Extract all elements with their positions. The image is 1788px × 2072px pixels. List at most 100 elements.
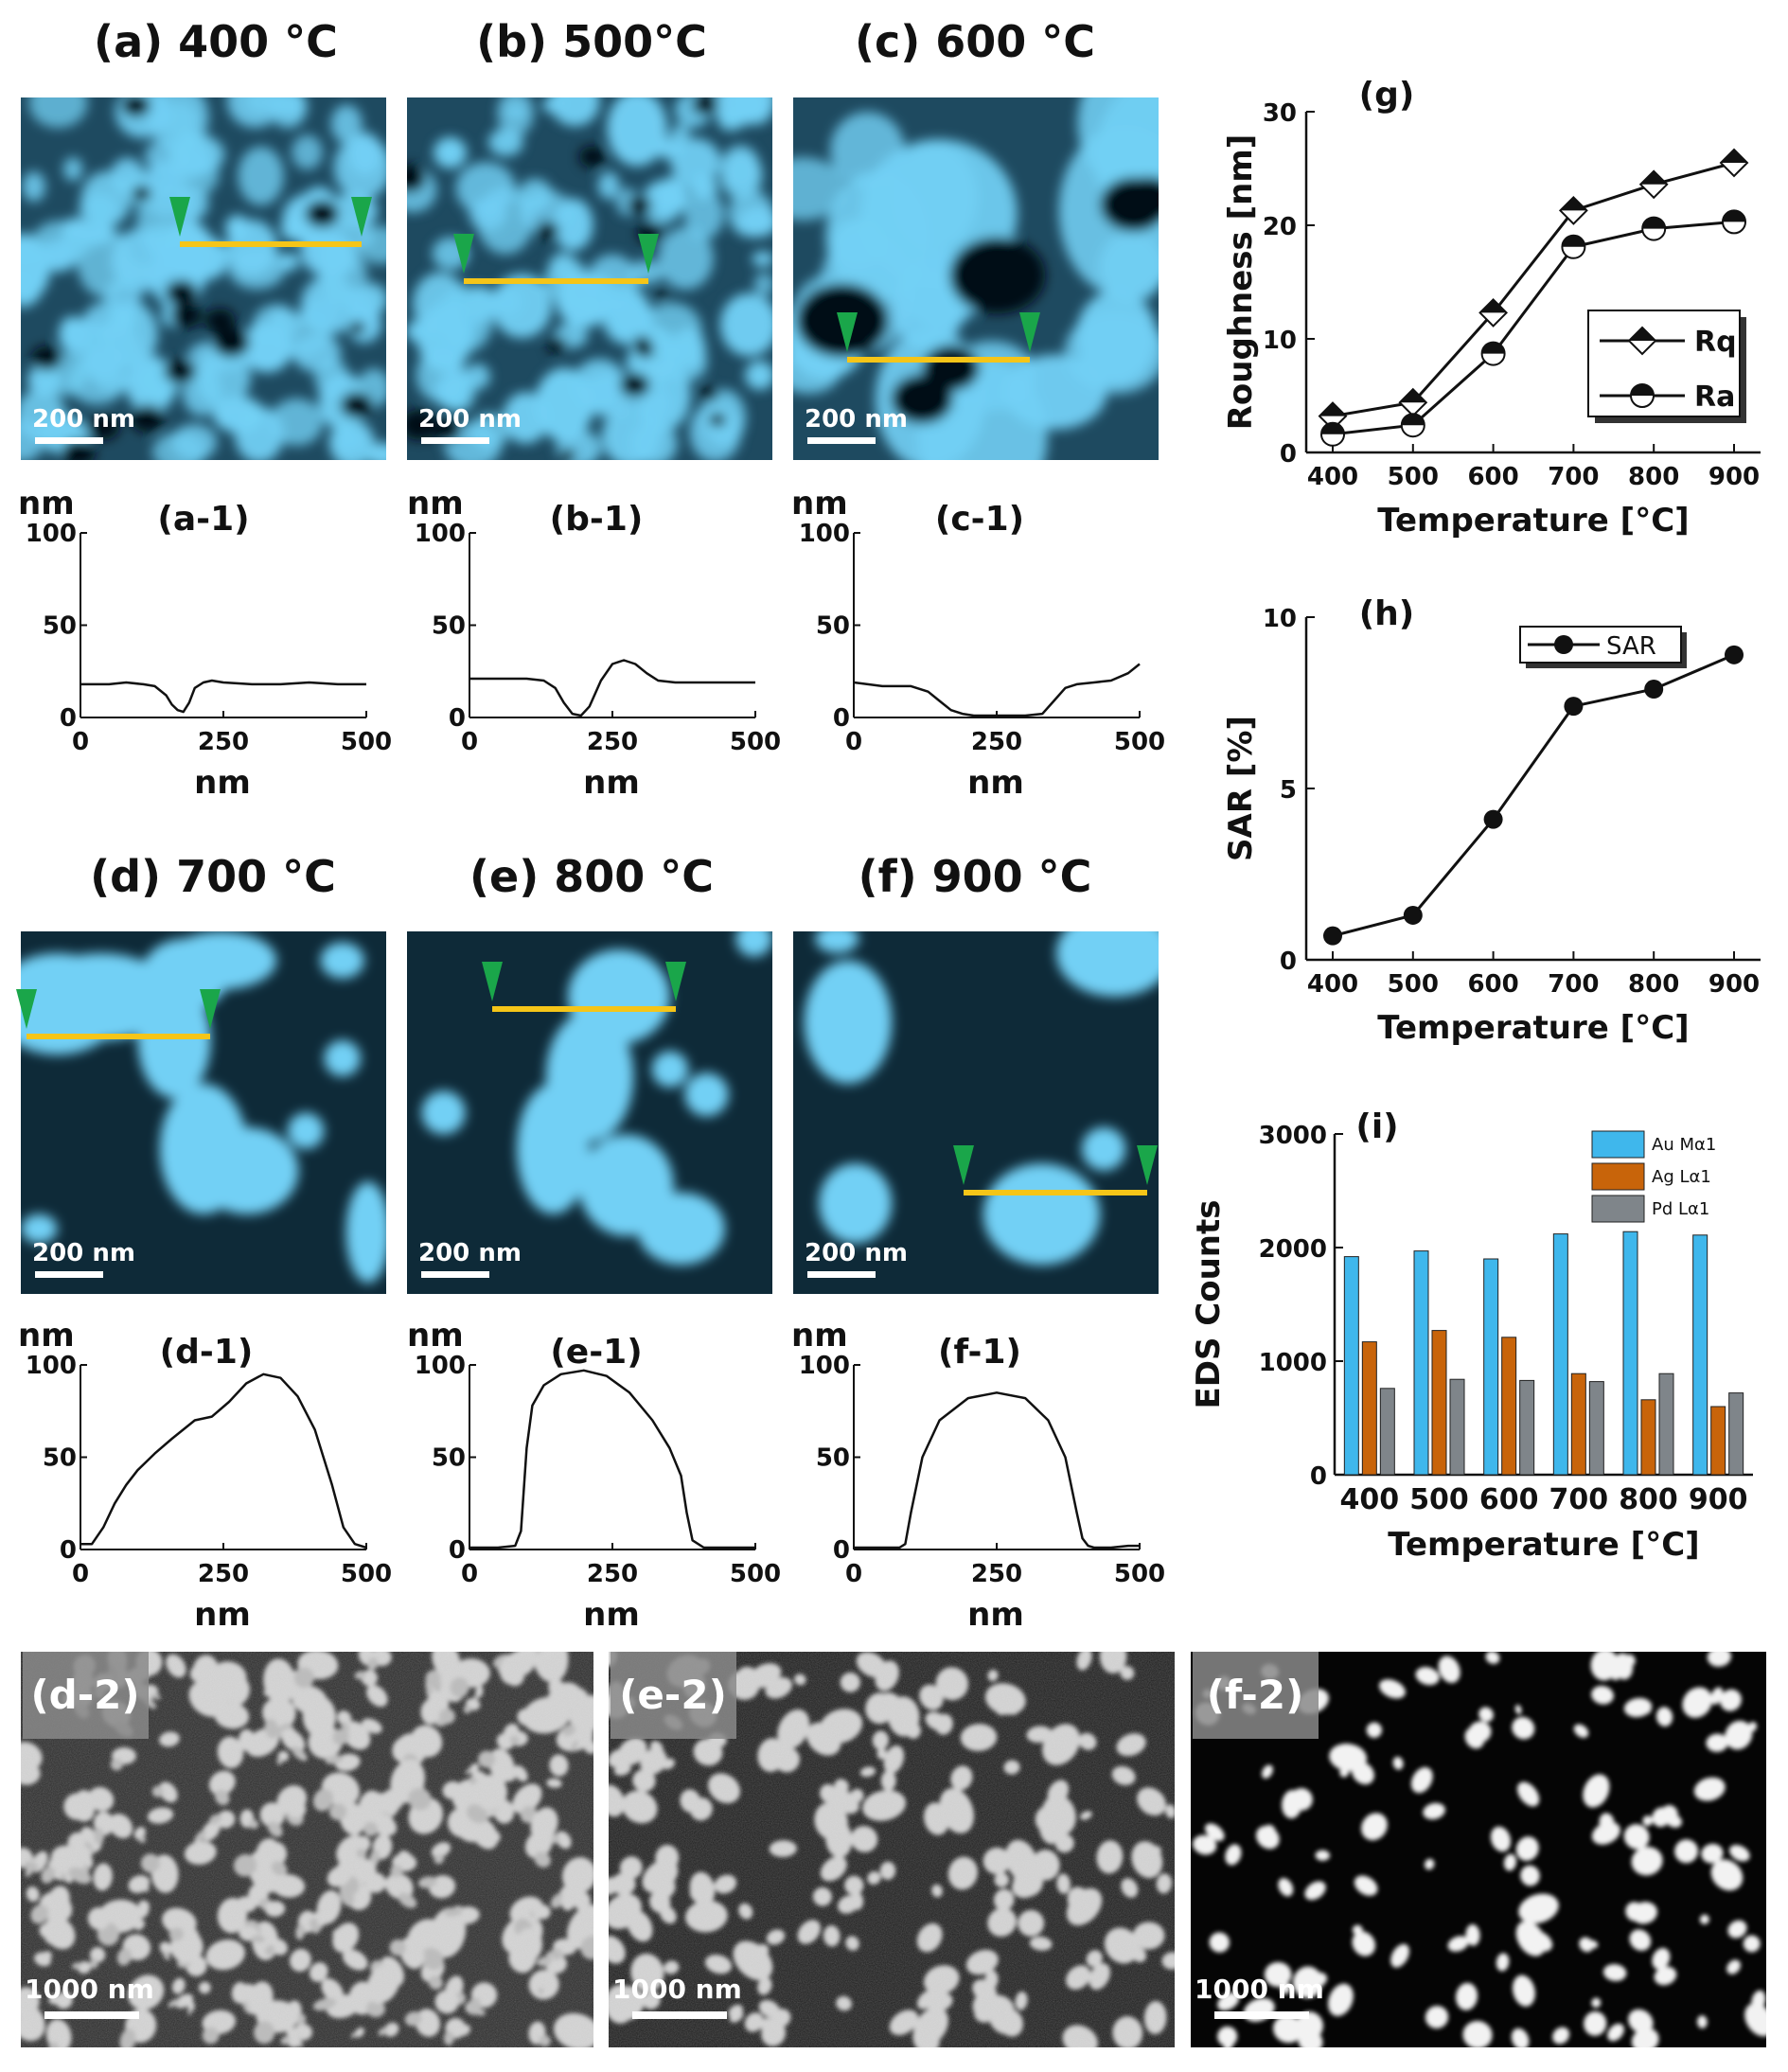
profile-line [80,1372,367,1550]
profile-x-tick-label: 0 [72,1560,89,1588]
y-tick-label: 3000 [1259,1122,1327,1150]
x-tick-label: 800 [1619,1483,1678,1516]
bar-au [1483,1258,1499,1476]
profile-label: (b-1) [550,500,644,539]
legend-label: Au Mα1 [1652,1135,1716,1155]
bar-ag [1710,1406,1726,1476]
afm-title-c: (c) 600 °C [855,16,1095,67]
data-point-sar [1483,809,1503,829]
afm-image-c: 200 nm [793,97,1159,460]
profile-label: (a-1) [157,500,249,539]
profile-marker [16,989,37,1029]
legend-swatch [1591,1162,1645,1191]
profile-label: (e-1) [550,1333,642,1372]
scale-bar-label: 200 nm [805,1239,908,1267]
profile-y-tick-label: 100 [799,520,850,548]
data-point-rq [1558,195,1588,225]
y-tick-label: 10 [1263,327,1297,355]
y-tick-label: 20 [1263,213,1297,241]
profile-marker [638,234,659,274]
profile-line [853,663,1141,717]
profile-y-unit: nm [18,1317,75,1355]
legend-box [1587,310,1741,417]
data-point-rq [1719,148,1749,178]
profile-y-tick-label: 100 [26,520,77,548]
legend-label: Rq [1694,326,1737,359]
profile-y-tick-label: 0 [60,704,77,733]
profile-y-tick-label: 50 [43,612,77,641]
bar-ag [1640,1399,1656,1476]
profile-y-unit: nm [791,1317,848,1355]
profile-y-tick-label: 50 [816,1444,850,1473]
y-tick-label: 0 [1310,1462,1327,1491]
profile-y-unit: nm [18,485,75,522]
bar-au [1622,1231,1638,1476]
afm-images: 200 nm 200 nm 200 nm 200 nm 200 nm 200 nm [16,97,1159,1294]
profile-label: (d-1) [160,1333,254,1372]
sar-chart: (h) 0 5 10 400 500 600 700 800 900 Temperature [°C… [1222,594,1761,1047]
bar-au [1413,1250,1429,1476]
afm-image-d: 200 nm [16,931,386,1294]
bar-pd [1519,1379,1535,1476]
sem-label-box [611,1652,736,1739]
profile-marker [1137,1145,1158,1185]
profile-y-tick-label: 50 [432,612,466,641]
afm-image-a: 200 nm [21,97,386,460]
legend-label: SAR [1606,632,1656,661]
data-point-ra [1722,209,1746,235]
profile-marker [351,197,372,237]
sem-images: (d-2) 1000 nm (e-2) 1000 nm (f-2) 1000 nm [21,1652,1766,2047]
profile-y-tick-label: 0 [449,704,466,733]
profile-d: nm (d-1) 0 50 100 0 250 500 nm [18,1317,392,1634]
data-point-sar [1403,905,1423,925]
legend-marker [1629,328,1655,341]
data-point-rq [1638,169,1669,200]
x-tick-label: 700 [1548,970,1599,999]
y-tick-label: 0 [1280,947,1297,976]
scale-bar [421,437,489,444]
profile-x-tick-label: 250 [971,728,1022,756]
x-tick-label: 500 [1388,970,1439,999]
series-line-rq [1332,161,1735,418]
profile-marker [837,312,858,352]
profile-line [469,659,755,717]
data-point-ra [1320,421,1345,447]
profile-y-tick-label: 0 [833,704,850,733]
bar-pd [1449,1378,1465,1476]
profile-y-tick-label: 100 [26,1352,77,1380]
profile-label: (c-1) [935,500,1024,539]
sem-label: (d-2) [30,1672,139,1718]
legend-marker [1554,635,1573,654]
y-axis-label: EDS Counts [1190,1200,1228,1409]
profile-c: nm (c-1) 0 50 100 0 250 500 nm [791,485,1165,802]
profile-marker [453,234,474,274]
profile-y-unit: nm [791,485,848,522]
profile-y-tick-label: 100 [415,1352,466,1380]
x-tick-label: 600 [1479,1483,1539,1516]
scale-bar-label: 200 nm [32,1239,135,1267]
profile-x-tick-label: 0 [461,728,478,756]
sem-scale-label: 1000 nm [25,1974,154,2005]
profile-x-unit: nm [583,1596,640,1634]
profile-y-tick-label: 0 [60,1536,77,1565]
y-tick-label: 1000 [1259,1349,1327,1377]
profile-marker [200,989,221,1029]
sem-image-e2: (e-2) 1000 nm [609,1652,1175,2047]
legend-box [1519,626,1682,664]
profile-x-unit: nm [583,764,640,802]
x-axis-label: Temperature [°C] [1388,1526,1699,1564]
profile-y-tick-label: 0 [833,1536,850,1565]
profile-x-unit: nm [194,1596,251,1634]
sem-scale-label: 1000 nm [612,1974,742,2005]
bar-pd [1658,1372,1674,1476]
eds-bar-chart: (i) 0 1000 2000 3000 400 500 600 700 800 900 Temper… [1190,1107,1753,1564]
afm-title-d: (d) 700 °C [90,851,336,902]
bar-au [1552,1233,1568,1476]
profile-y-tick-label: 50 [43,1444,77,1473]
profile-x-tick-label: 500 [730,728,781,756]
data-point-ra [1480,341,1506,366]
x-tick-label: 400 [1307,970,1358,999]
profile-x-tick-label: 0 [72,728,89,756]
profile-marker [1019,312,1040,352]
